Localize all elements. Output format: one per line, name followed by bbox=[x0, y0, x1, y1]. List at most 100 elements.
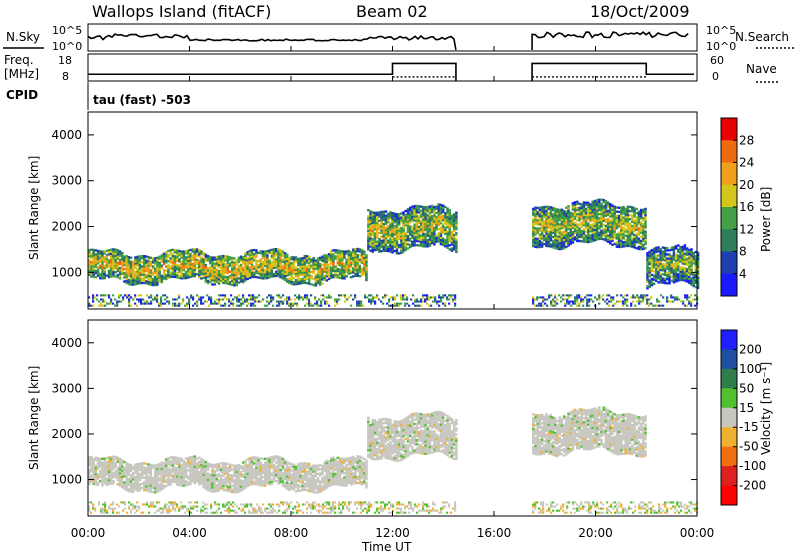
power-cell-1-184 bbox=[389, 236, 392, 239]
power-cell-2-584 bbox=[602, 211, 605, 214]
power-cell-1-428 bbox=[419, 240, 423, 243]
power-cell-0-755 bbox=[222, 261, 225, 264]
power-cell-0-29 bbox=[92, 265, 95, 268]
power-cell-1-490 bbox=[426, 226, 430, 229]
power-cell-2-575 bbox=[602, 234, 605, 237]
power-near-593 bbox=[618, 300, 621, 303]
power-cell-0-1521 bbox=[363, 273, 366, 276]
power-cell-1-436 bbox=[419, 221, 423, 225]
vel-cell-0-54 bbox=[96, 473, 100, 476]
power-near-671 bbox=[684, 294, 687, 297]
power-cell-0-1424 bbox=[343, 256, 346, 260]
power-near-75 bbox=[146, 302, 149, 305]
power-cell-0-310 bbox=[143, 273, 146, 276]
power-cell-0-1467 bbox=[352, 258, 355, 262]
power-cell-2-2 bbox=[532, 240, 535, 244]
power-cell-0-1200 bbox=[303, 281, 307, 285]
power-cell-0-745 bbox=[222, 281, 225, 285]
power-cell-1-318 bbox=[404, 213, 408, 217]
power-cell-1-264 bbox=[397, 217, 401, 220]
power-cell-2-871 bbox=[639, 235, 643, 239]
vel-cell-0-114 bbox=[107, 472, 111, 476]
power-cell-1-392 bbox=[415, 237, 419, 241]
power-cell-3-7 bbox=[646, 270, 649, 273]
power-cell-0-1149 bbox=[292, 262, 296, 265]
power-cell-0-1119 bbox=[288, 273, 291, 276]
power-cell-0-690 bbox=[211, 262, 214, 265]
power-cell-1-641 bbox=[446, 238, 449, 241]
power-cell-1-572 bbox=[437, 236, 441, 239]
power-cell-0-523 bbox=[182, 275, 186, 278]
power-near-448 bbox=[438, 296, 441, 299]
power-cell-2-473 bbox=[589, 215, 592, 219]
power-cell-0-1192 bbox=[301, 271, 304, 274]
power-cell-2-511 bbox=[593, 214, 597, 217]
power-cell-0-1033 bbox=[272, 254, 276, 257]
vel-cell-0-136 bbox=[110, 455, 113, 459]
vel-cell-0-186 bbox=[121, 479, 124, 483]
power-cell-1-134 bbox=[382, 228, 386, 232]
vel-cell-0-225 bbox=[127, 479, 131, 483]
power-cell-0-139 bbox=[112, 260, 115, 263]
power-cell-1-291 bbox=[402, 235, 405, 239]
power-near-227 bbox=[258, 294, 261, 297]
power-cell-1-460 bbox=[422, 210, 425, 213]
power-cell-2-209 bbox=[556, 222, 559, 226]
vel-cell-0-496 bbox=[176, 473, 179, 476]
power-cell-3-39 bbox=[650, 267, 654, 270]
power-cell-1-615 bbox=[441, 219, 445, 222]
power-cell-0-859 bbox=[242, 270, 245, 273]
power-cell-0-57 bbox=[96, 255, 100, 259]
power-cell-2-680 bbox=[615, 245, 619, 248]
power-cell-0-109 bbox=[107, 271, 111, 275]
power-cell-0-778 bbox=[226, 265, 230, 269]
power-near-584 bbox=[610, 300, 613, 303]
power-cell-1-391 bbox=[415, 239, 419, 243]
power-cell-0-1468 bbox=[352, 256, 355, 260]
power-cell-0-941 bbox=[255, 249, 258, 252]
vel-cell-0-383 bbox=[156, 482, 159, 485]
power-cell-1-404 bbox=[415, 213, 419, 216]
power-cell-3-220 bbox=[677, 273, 680, 276]
power-near-399 bbox=[402, 298, 405, 301]
power-cell-0-1313 bbox=[323, 262, 326, 265]
power-cell-1-257 bbox=[397, 233, 401, 236]
power-cell-2-801 bbox=[631, 243, 634, 246]
power-cell-3-184 bbox=[672, 281, 676, 284]
power-near-93 bbox=[160, 304, 163, 307]
power-cell-0-1466 bbox=[352, 260, 355, 264]
power-cell-2-547 bbox=[598, 219, 601, 222]
power-cell-2-669 bbox=[613, 226, 616, 229]
vel-cell-0-440 bbox=[165, 462, 168, 465]
power-cell-0-149 bbox=[114, 264, 117, 268]
power-cell-0-1032 bbox=[272, 256, 276, 259]
power-near-259 bbox=[286, 302, 289, 305]
power-cell-0-1486 bbox=[354, 247, 357, 251]
power-cell-3-159 bbox=[668, 273, 671, 277]
power-cell-0-510 bbox=[180, 275, 183, 278]
power-cell-2-482 bbox=[591, 235, 594, 239]
vel-cell-0-23 bbox=[90, 457, 93, 461]
power-cell-0-1363 bbox=[332, 257, 335, 260]
power-cell-0-98 bbox=[105, 274, 109, 277]
power-near-27 bbox=[108, 302, 111, 305]
power-near-656 bbox=[670, 300, 673, 303]
power-cell-3-229 bbox=[677, 250, 680, 253]
power-cell-0-766 bbox=[224, 265, 227, 268]
vel-cell-0-319 bbox=[145, 483, 148, 486]
power-cell-0-1461 bbox=[352, 275, 355, 278]
power-cell-3-259 bbox=[681, 251, 684, 255]
power-cell-0-22 bbox=[90, 252, 93, 256]
vel-cell-0-686 bbox=[209, 485, 212, 489]
power-cell-0-328 bbox=[145, 261, 148, 264]
power-cell-3-273 bbox=[683, 256, 687, 259]
power-cell-1-603 bbox=[439, 207, 443, 211]
vel-cell-0-661 bbox=[204, 479, 208, 482]
power-near-145 bbox=[202, 302, 205, 305]
power-cell-0-1265 bbox=[314, 265, 318, 269]
power-cell-0-943 bbox=[257, 272, 260, 275]
power-cell-0-297 bbox=[140, 277, 144, 280]
power-cell-1-236 bbox=[395, 244, 399, 247]
vel-cell-0-29 bbox=[92, 474, 95, 477]
power-cell-1-401 bbox=[415, 219, 419, 222]
